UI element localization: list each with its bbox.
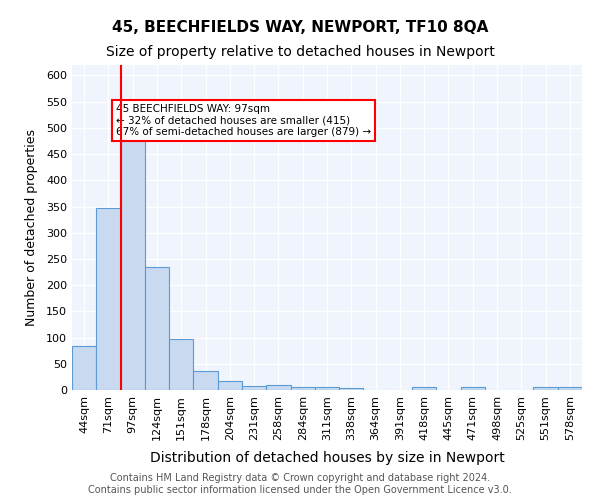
Bar: [169, 339, 193, 390]
Bar: [315, 388, 339, 390]
Bar: [266, 386, 290, 390]
Bar: [412, 388, 436, 390]
Bar: [193, 370, 218, 390]
Bar: [242, 386, 266, 390]
Bar: [558, 388, 582, 390]
Text: 45 BEECHFIELDS WAY: 97sqm
← 32% of detached houses are smaller (415)
67% of semi: 45 BEECHFIELDS WAY: 97sqm ← 32% of detac…: [116, 104, 371, 137]
Bar: [339, 388, 364, 390]
Bar: [145, 267, 169, 390]
Bar: [461, 387, 485, 390]
Bar: [290, 387, 315, 390]
Bar: [121, 137, 145, 390]
Text: 45, BEECHFIELDS WAY, NEWPORT, TF10 8QA: 45, BEECHFIELDS WAY, NEWPORT, TF10 8QA: [112, 20, 488, 35]
Bar: [218, 380, 242, 390]
Text: Size of property relative to detached houses in Newport: Size of property relative to detached ho…: [106, 45, 494, 59]
Text: Contains HM Land Registry data © Crown copyright and database right 2024.
Contai: Contains HM Land Registry data © Crown c…: [88, 474, 512, 495]
Bar: [72, 346, 96, 390]
Bar: [533, 388, 558, 390]
Y-axis label: Number of detached properties: Number of detached properties: [25, 129, 38, 326]
X-axis label: Distribution of detached houses by size in Newport: Distribution of detached houses by size …: [149, 451, 505, 465]
Bar: [96, 208, 121, 390]
